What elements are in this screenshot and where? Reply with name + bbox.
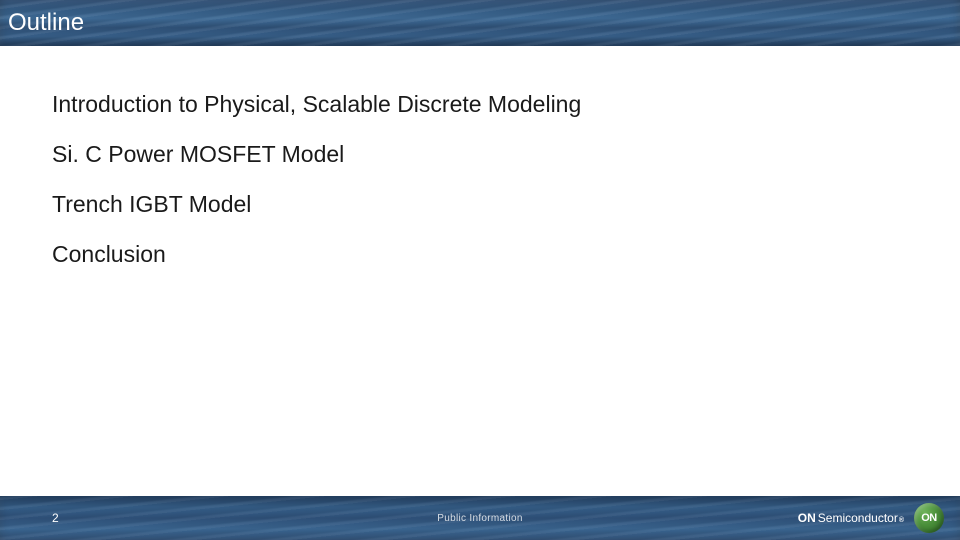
brand-logo-text: ON	[921, 512, 937, 524]
bullet-item: Conclusion	[52, 240, 960, 270]
bullet-item: Trench IGBT Model	[52, 190, 960, 220]
bullet-item: Si. C Power MOSFET Model	[52, 140, 960, 170]
brand-bold: ON	[798, 511, 816, 525]
slide-title: Outline	[0, 9, 84, 37]
classification-label: Public Information	[437, 513, 522, 524]
page-number: 2	[0, 511, 59, 525]
brand-logo-icon: ON	[914, 503, 944, 533]
content-area: Introduction to Physical, Scalable Discr…	[0, 46, 960, 496]
brand-light: Semiconductor	[818, 511, 898, 525]
brand-text: ON Semiconductor ®	[798, 511, 904, 525]
footer-band: 2 Public Information ON Semiconductor ® …	[0, 496, 960, 540]
brand-registered-icon: ®	[899, 517, 904, 524]
brand-block: ON Semiconductor ® ON	[798, 503, 944, 533]
bullet-item: Introduction to Physical, Scalable Discr…	[52, 90, 960, 120]
title-band: Outline	[0, 0, 960, 46]
slide: Outline Introduction to Physical, Scalab…	[0, 0, 960, 540]
